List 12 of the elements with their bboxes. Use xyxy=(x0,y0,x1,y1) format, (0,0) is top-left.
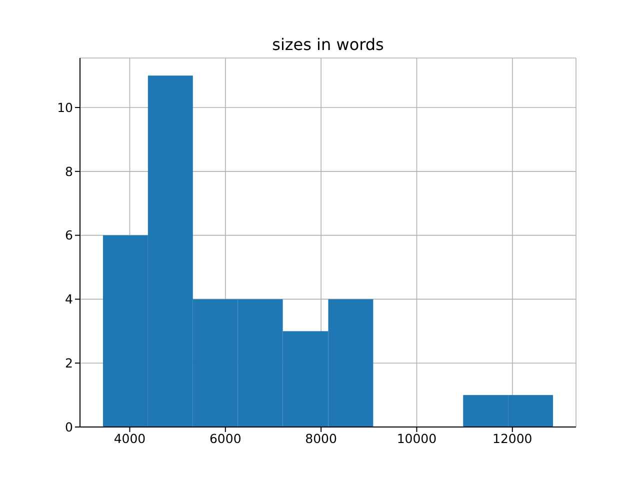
y-tick-label: 10 xyxy=(57,100,74,115)
x-tick-label: 10000 xyxy=(396,430,437,446)
y-tick-label: 6 xyxy=(65,228,74,243)
x-tick-label: 12000 xyxy=(492,430,532,446)
x-tick-label: 8000 xyxy=(305,430,338,446)
x-tick-label: 6000 xyxy=(210,430,242,446)
y-tick-label: 0 xyxy=(65,419,74,434)
y-tick-label: 8 xyxy=(65,164,74,179)
y-tick-label: 4 xyxy=(65,292,74,307)
y-tick-label: 2 xyxy=(65,356,73,371)
x-tick-label: 4000 xyxy=(114,430,146,446)
chart-title: sizes in words xyxy=(271,35,385,54)
